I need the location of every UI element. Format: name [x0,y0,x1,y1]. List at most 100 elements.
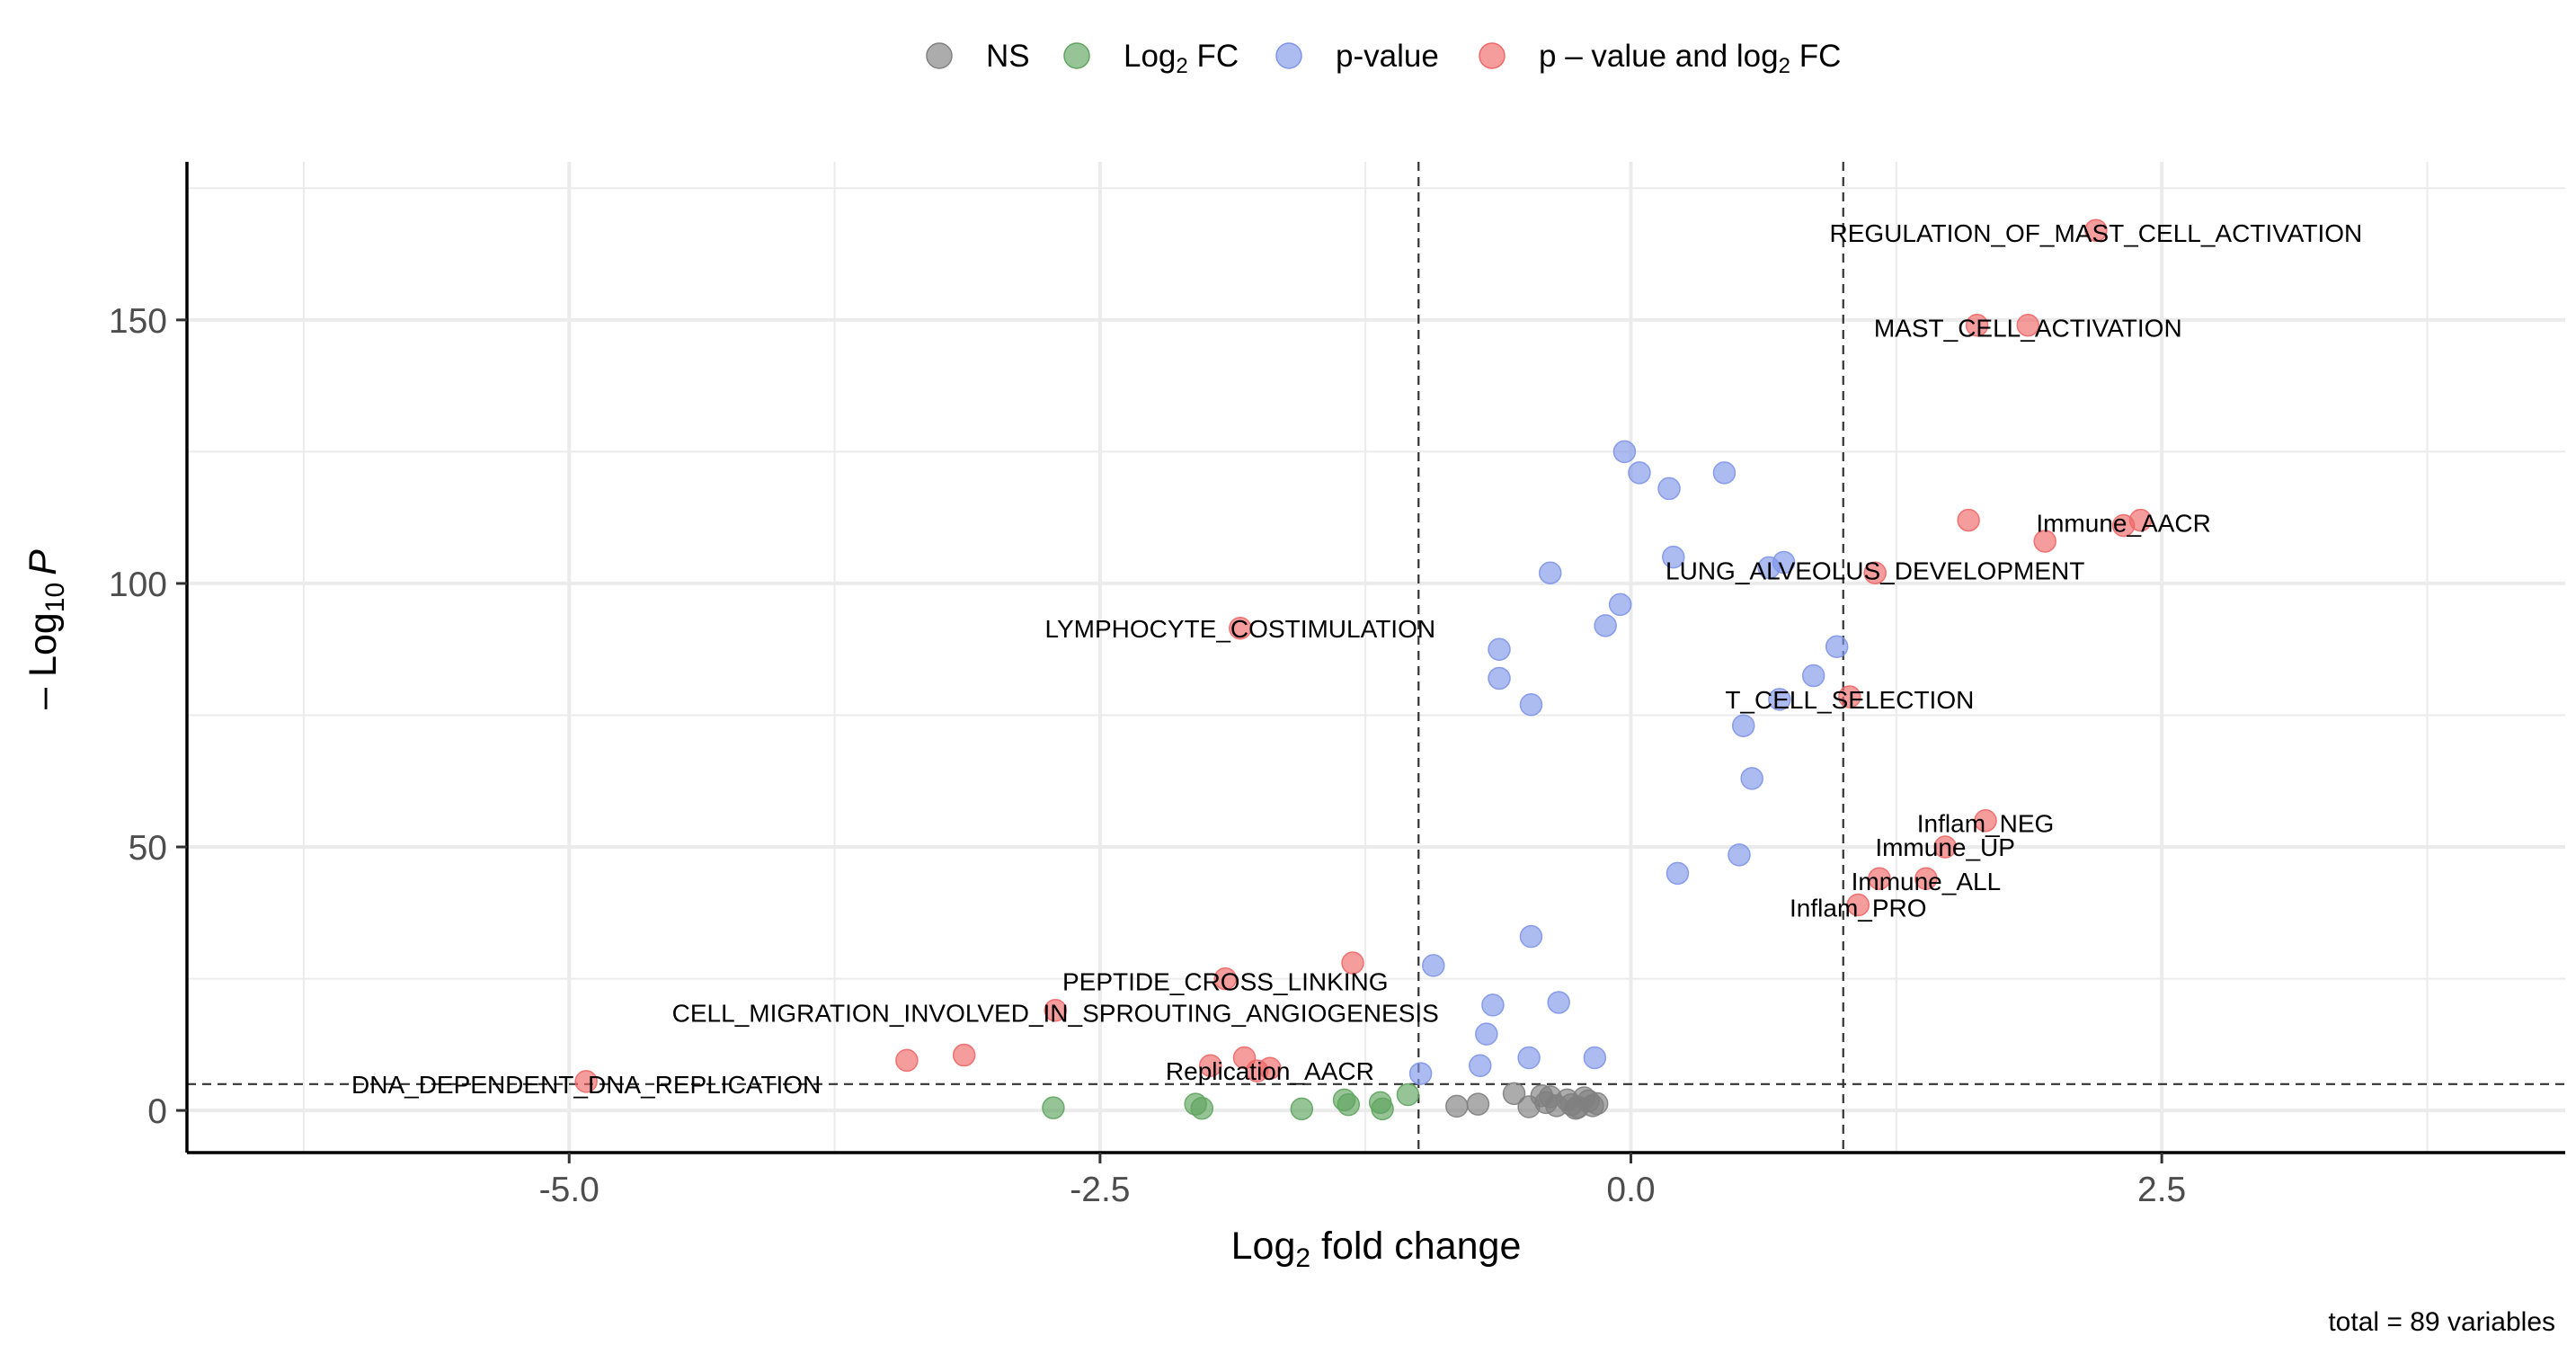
point-label: Inflam_PRO [1790,894,1927,922]
point-p [1740,767,1763,790]
point-ns [1585,1091,1609,1116]
point-label: PEPTIDE_CROSS_LINKING [1062,967,1389,995]
x-title-sub: 2 [1295,1243,1310,1273]
point-p [1488,637,1511,661]
x-axis-title: Log2 fold change [1231,1225,1522,1273]
point-p [1519,924,1543,949]
point-label: DNA_DEPENDENT_DNA_REPLICATION [351,1071,821,1099]
point-label: Inflam_NEG [1917,810,2055,838]
legend-item-ns: NS [926,39,1030,74]
point-p [1583,1046,1607,1070]
legend-key-p [1275,42,1302,69]
point-fc [1337,1092,1361,1117]
point-ns [1445,1094,1469,1118]
legend-label-ns: NS [986,39,1030,74]
point-p [1825,635,1849,659]
tick-labels: -5.0 -2.5 0.0 2.5 0 50 100 150 [109,302,2186,1209]
cutoff-lines [187,162,2565,1153]
point-pfc [1198,1054,1222,1078]
point-p [1594,614,1617,637]
point-p [1608,592,1632,617]
point-p [1801,664,1825,688]
point-pfc [1044,998,1068,1022]
grid [187,162,2565,1153]
point-p [1728,843,1751,867]
point-p [1547,991,1570,1014]
point-p [1662,545,1685,569]
point-ns [1502,1082,1526,1106]
point-p [1519,693,1543,717]
point-label: Immune_UP [1875,833,2015,861]
point-label: MAST_CELL_ACTIVATION [1874,315,2182,343]
point-pfc [1863,561,1887,584]
point-label: T_CELL_SELECTION [1725,686,1974,714]
legend-item-pfc: p – value and log2 FC [1479,39,1841,78]
point-p [1469,1054,1492,1078]
point-p [1538,561,1562,584]
legend-key-ns [926,42,953,69]
point-pfc [1974,808,1997,833]
y-tick-label: 50 [129,829,167,868]
x-tick-label: -5.0 [539,1171,600,1209]
point-label: LYMPHOCYTE_COSTIMULATION [1045,615,1436,643]
point-fc [1042,1096,1065,1119]
y-axis-title: – Log10 P [22,549,70,709]
point-labels: REGULATION_OF_MAST_CELL_ACTIVATION MAST_C… [351,219,2362,1099]
x-title-main: Log [1231,1225,1296,1268]
point-ns [1538,1085,1562,1109]
point-pfc [1229,617,1252,640]
point-ns [1466,1092,1490,1116]
points [574,218,2153,1121]
point-pfc [1933,835,1957,859]
point-pfc [2016,313,2040,337]
point-ns [1564,1097,1587,1120]
point-label: Replication_AACR [1166,1057,1374,1085]
point-pfc [1341,951,1364,975]
point-p [1657,477,1681,501]
point-pfc [2084,218,2108,242]
point-pfc [574,1070,598,1093]
legend-label-p: p-value [1336,39,1439,74]
point-fc [1290,1097,1314,1121]
point-fc [1190,1097,1214,1120]
legend-item-p: p-value [1275,39,1439,74]
y-tick-label: 100 [109,566,167,604]
point-label: LUNG_ALVEOLUS_DEVELOPMENT [1666,557,2084,584]
legend: NS Log2 FC p-value p – value and log2 FC [926,39,1841,78]
point-pfc [1213,967,1238,991]
point-p [1422,954,1445,977]
point-p [1517,1046,1541,1070]
point-label: Immune_AACR [2036,510,2211,538]
point-pfc [1838,685,1861,708]
y-title-sub: 10 [40,583,70,612]
axes [185,162,2565,1154]
x-tick-label: 2.5 [2137,1171,2186,1209]
x-title-rest: fold change [1310,1225,1521,1268]
x-tick-label: 0.0 [1606,1171,1655,1209]
legend-key-fc [1063,42,1090,69]
legend-label-fc: Log2 FC [1124,39,1239,78]
point-pfc [2128,508,2153,532]
y-title-var: P [22,549,65,575]
point-pfc [1914,867,1938,890]
point-p [1712,461,1737,485]
point-label: CELL_MIGRATION_INVOLVED_IN_SPROUTING_ANG… [672,1000,1439,1028]
point-pfc [1245,1059,1269,1082]
point-p [1731,714,1755,737]
point-p [1488,666,1511,690]
y-title-prefix: – Log [22,612,65,709]
point-p [1628,461,1651,485]
point-pfc [1846,893,1870,917]
point-p [1666,861,1690,886]
caption: total = 89 variables [2328,1307,2555,1337]
legend-label-pfc: p – value and log2 FC [1539,39,1841,78]
point-pfc [1965,313,1989,337]
point-fc [1371,1097,1394,1121]
point-fc [1396,1082,1420,1107]
point-label: REGULATION_OF_MAST_CELL_ACTIVATION [1829,219,2362,247]
y-tick-label: 150 [109,302,167,341]
point-pfc [1957,508,1980,532]
point-pfc [895,1048,919,1073]
